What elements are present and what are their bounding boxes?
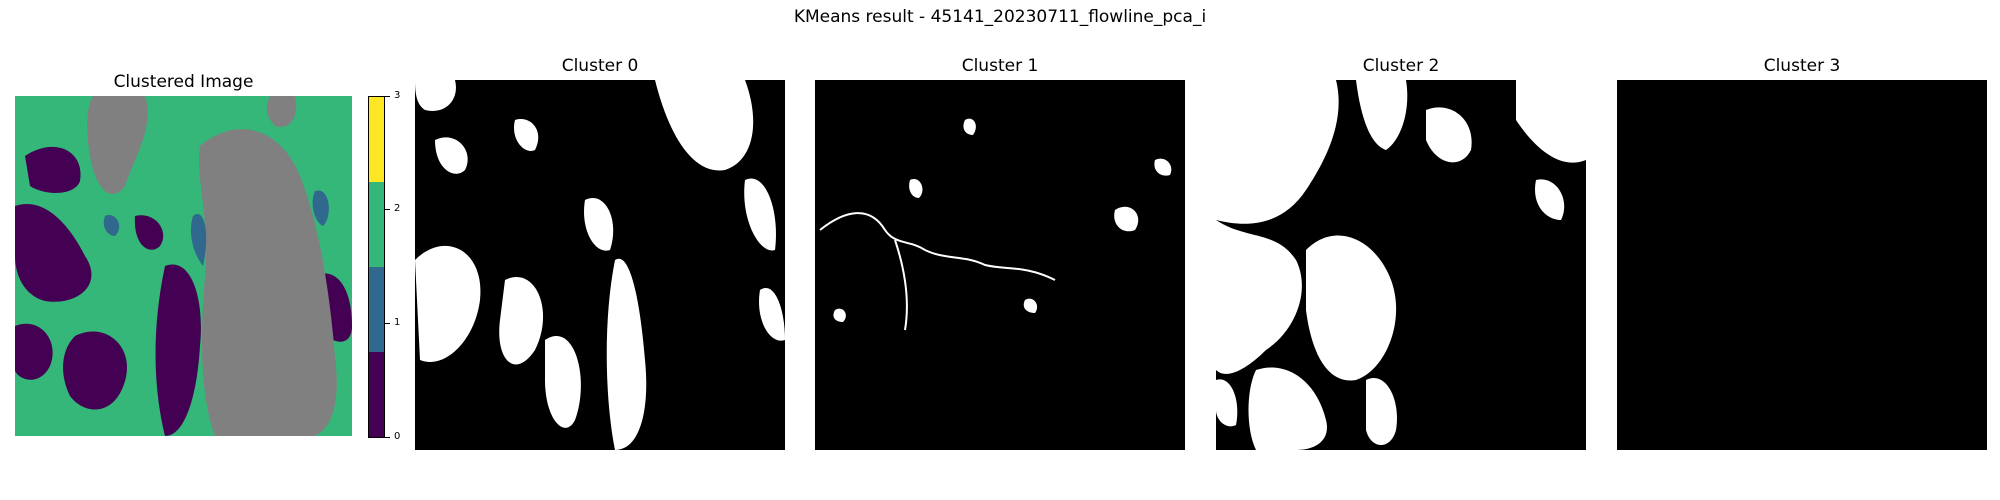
clustered-image-title: Clustered Image xyxy=(113,72,254,92)
colorbar-label-1: 1 xyxy=(394,317,401,328)
cluster-3-title: Cluster 3 xyxy=(1763,56,1841,76)
cluster-2-title: Cluster 2 xyxy=(1362,56,1440,76)
colorbar-label-2: 2 xyxy=(394,203,401,214)
colorbar-tick-3 xyxy=(385,96,390,97)
cluster-1-mask xyxy=(815,80,1185,450)
colorbar-label-3: 3 xyxy=(394,90,401,101)
colorbar-tick-0 xyxy=(385,437,390,438)
colorbar-tick-2 xyxy=(385,209,390,210)
colorbar-segment-1 xyxy=(369,267,384,352)
colorbar-segment-0 xyxy=(369,352,384,437)
cluster-0-title: Cluster 0 xyxy=(561,56,639,76)
figure-title: KMeans result - 45141_20230711_flowline_… xyxy=(793,7,1207,27)
colorbar-label-0: 0 xyxy=(394,431,401,442)
cluster-0-mask xyxy=(415,80,785,450)
colorbar-segment-2 xyxy=(369,182,384,267)
colorbar-segment-3 xyxy=(369,97,384,182)
cluster-1-title: Cluster 1 xyxy=(961,56,1039,76)
clustered-image xyxy=(15,96,352,436)
colorbar xyxy=(368,96,385,438)
cluster-3-mask xyxy=(1617,80,1987,450)
colorbar-tick-1 xyxy=(385,323,390,324)
cluster-2-mask xyxy=(1216,80,1586,450)
